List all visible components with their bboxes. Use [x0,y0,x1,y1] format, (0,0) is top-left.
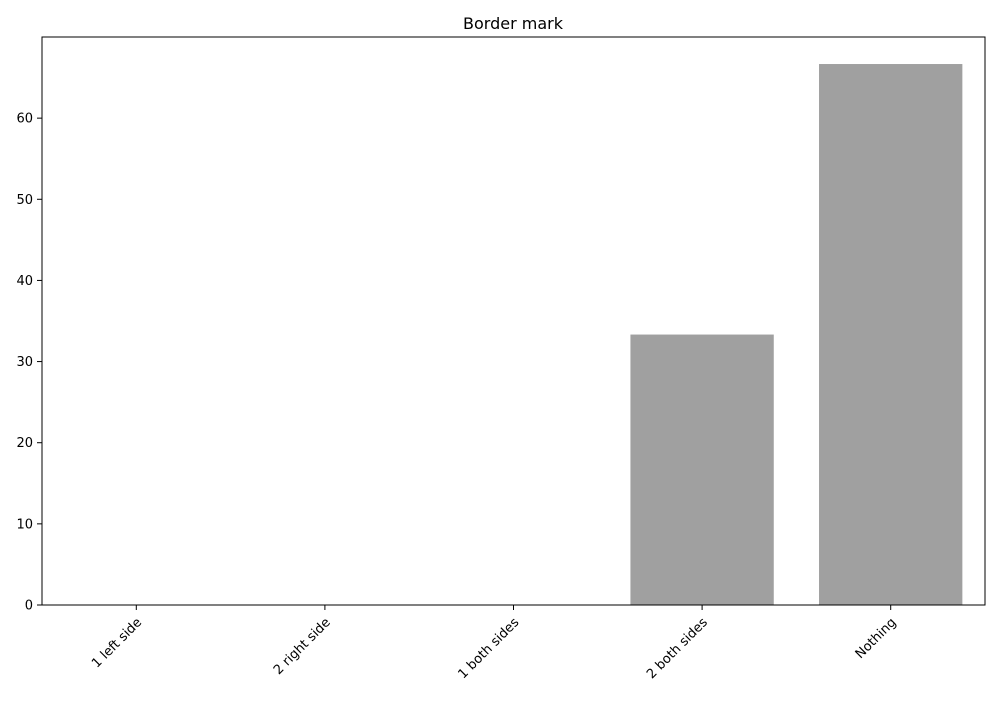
x-tick-label-nothing: Nothing [853,615,900,662]
x-axis: 1 left side 2 right side 1 both sides 2 bot… [89,605,900,682]
bar-nothing [819,64,963,605]
y-tick-label-40: 40 [16,274,33,289]
x-tick-label-2-right-side: 2 right side [271,615,334,678]
y-tick-label-30: 30 [16,355,33,370]
y-tick-label-10: 10 [16,517,33,532]
y-tick-label-60: 60 [16,112,33,127]
x-tick-label-1-left-side: 1 left side [89,615,145,671]
x-tick-label-2-both-sides: 2 both sides [644,615,711,682]
y-tick-label-50: 50 [16,193,33,208]
bars-group [630,64,963,605]
y-tick-label-20: 20 [16,436,33,451]
y-axis: 0 10 20 30 40 50 60 [16,112,42,614]
bar-2-both-sides [630,334,774,605]
x-tick-label-1-both-sides: 1 both sides [456,615,523,682]
y-tick-label-0: 0 [25,599,33,614]
chart-title: Border mark [463,14,564,33]
